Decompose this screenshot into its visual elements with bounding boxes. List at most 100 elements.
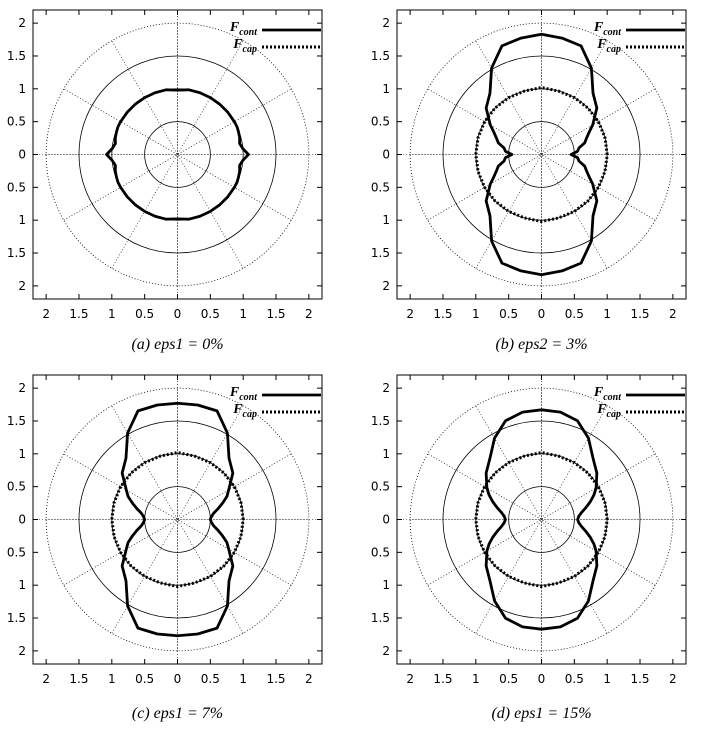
y-tick-label: 2 bbox=[382, 279, 390, 293]
y-tick-label: 0 bbox=[18, 148, 26, 162]
y-tick-label: 0 bbox=[382, 513, 390, 527]
grid-ring bbox=[78, 420, 277, 619]
polar-grid bbox=[33, 10, 322, 299]
x-tick-label: 1 bbox=[472, 307, 480, 321]
x-tick-label: 2 bbox=[669, 672, 677, 686]
y-tick-label: 2 bbox=[382, 16, 390, 30]
grid-ring bbox=[442, 420, 641, 619]
f-cont-curve bbox=[484, 408, 599, 631]
polar-grid bbox=[33, 375, 322, 664]
x-tick-label: 2 bbox=[305, 672, 313, 686]
legend-label-cap: Fcap bbox=[232, 402, 257, 420]
legend-label-cap: Fcap bbox=[596, 37, 621, 55]
x-tick-label: 0.5 bbox=[135, 672, 154, 686]
y-tick-label: 1.5 bbox=[7, 246, 26, 260]
f-cont-curve bbox=[484, 32, 599, 277]
series-group bbox=[110, 401, 245, 638]
x-tick-label: 0 bbox=[174, 307, 182, 321]
y-tick-label: 2 bbox=[382, 381, 390, 395]
panel-caption: (b) eps2 = 3% bbox=[495, 336, 587, 353]
x-tick-label: 2 bbox=[406, 307, 414, 321]
panel-caption: (d) eps1 = 15% bbox=[491, 705, 591, 722]
x-tick-label: 1 bbox=[108, 672, 116, 686]
y-tick-label: 1.5 bbox=[371, 49, 390, 63]
x-tick-label: 0.5 bbox=[499, 307, 518, 321]
y-tick-label: 1 bbox=[18, 578, 26, 592]
x-tick-label: 0 bbox=[538, 672, 546, 686]
f-cap-curve bbox=[110, 451, 245, 588]
x-tick-label: 0.5 bbox=[201, 307, 220, 321]
polar-grid bbox=[397, 375, 686, 664]
x-tick-label: 1 bbox=[239, 672, 247, 686]
y-tick-label: 1.5 bbox=[371, 611, 390, 625]
x-tick-label: 2 bbox=[42, 672, 50, 686]
y-tick-label: 1 bbox=[382, 213, 390, 227]
x-tick-label: 1.5 bbox=[433, 672, 452, 686]
x-tick-label: 0.5 bbox=[565, 672, 584, 686]
panel-caption: (a) eps1 = 0% bbox=[131, 336, 223, 353]
y-tick-label: 0.5 bbox=[371, 480, 390, 494]
x-tick-label: 2 bbox=[305, 307, 313, 321]
y-tick-label: 0 bbox=[382, 148, 390, 162]
x-tick-label: 0.5 bbox=[135, 307, 154, 321]
polar-panel-1: 2 2 1.5 1.5 1 1 0.5 0.5 0 0 0.5 0.5 1 1 1.5 1.5 2 2 FcontF… bbox=[7, 9, 323, 353]
legend-label-cont: Fcont bbox=[229, 385, 258, 403]
x-tick-label: 1 bbox=[603, 672, 611, 686]
y-tick-label: 0 bbox=[18, 513, 26, 527]
grid-ring bbox=[508, 486, 575, 553]
y-tick-label: 0.5 bbox=[371, 545, 390, 559]
x-tick-label: 0 bbox=[174, 672, 182, 686]
panel-caption: (c) eps1 = 7% bbox=[132, 705, 223, 722]
x-tick-label: 1 bbox=[603, 307, 611, 321]
series-group bbox=[474, 32, 609, 277]
legend-label-cont: Fcont bbox=[593, 385, 622, 403]
x-tick-label: 2 bbox=[669, 307, 677, 321]
y-tick-label: 1.5 bbox=[7, 414, 26, 428]
y-tick-label: 0.5 bbox=[7, 545, 26, 559]
y-tick-label: 2 bbox=[18, 644, 26, 658]
x-tick-label: 0.5 bbox=[201, 672, 220, 686]
polar-panel-3: 2 2 1.5 1.5 1 1 0.5 0.5 0 0 0.5 0.5 1 1 1.5 1.5 2 2 FcontF… bbox=[7, 374, 323, 722]
legend-label-cap: Fcap bbox=[596, 402, 621, 420]
y-tick-label: 0.5 bbox=[7, 115, 26, 129]
x-tick-label: 2 bbox=[42, 307, 50, 321]
x-tick-label: 1.5 bbox=[433, 307, 452, 321]
x-tick-label: 1.5 bbox=[630, 672, 649, 686]
x-tick-label: 1.5 bbox=[69, 672, 88, 686]
y-tick-label: 0.5 bbox=[7, 480, 26, 494]
y-tick-label: 0.5 bbox=[7, 180, 26, 194]
polar-panel-2: 2 2 1.5 1.5 1 1 0.5 0.5 0 0 0.5 0.5 1 1 1.5 1.5 2 2 FcontF… bbox=[371, 9, 687, 353]
polar-grid bbox=[397, 10, 686, 299]
grid-ring bbox=[45, 22, 310, 287]
legend-label-cont: Fcont bbox=[229, 20, 258, 38]
y-tick-label: 2 bbox=[18, 381, 26, 395]
y-tick-label: 1 bbox=[18, 447, 26, 461]
series-group bbox=[474, 408, 609, 631]
y-tick-label: 0.5 bbox=[371, 180, 390, 194]
grid-ring bbox=[409, 22, 674, 287]
legend-label-cont: Fcont bbox=[593, 20, 622, 38]
x-tick-label: 0.5 bbox=[499, 672, 518, 686]
x-tick-label: 1.5 bbox=[266, 307, 285, 321]
grid-ring bbox=[45, 387, 310, 652]
f-cont-curve bbox=[105, 88, 250, 221]
legend-label-cap: Fcap bbox=[232, 37, 257, 55]
grid-ring bbox=[442, 55, 641, 254]
y-tick-label: 1.5 bbox=[7, 611, 26, 625]
grid-ring bbox=[78, 55, 277, 254]
y-tick-label: 1.5 bbox=[371, 414, 390, 428]
f-cap-curve bbox=[474, 451, 609, 588]
x-tick-label: 1 bbox=[239, 307, 247, 321]
y-tick-label: 1 bbox=[18, 82, 26, 96]
x-tick-label: 1.5 bbox=[266, 672, 285, 686]
y-tick-label: 2 bbox=[18, 16, 26, 30]
y-tick-label: 1.5 bbox=[371, 246, 390, 260]
grid-ring bbox=[144, 121, 211, 188]
y-tick-label: 1 bbox=[382, 82, 390, 96]
x-tick-label: 1 bbox=[108, 307, 116, 321]
x-tick-label: 2 bbox=[406, 672, 414, 686]
